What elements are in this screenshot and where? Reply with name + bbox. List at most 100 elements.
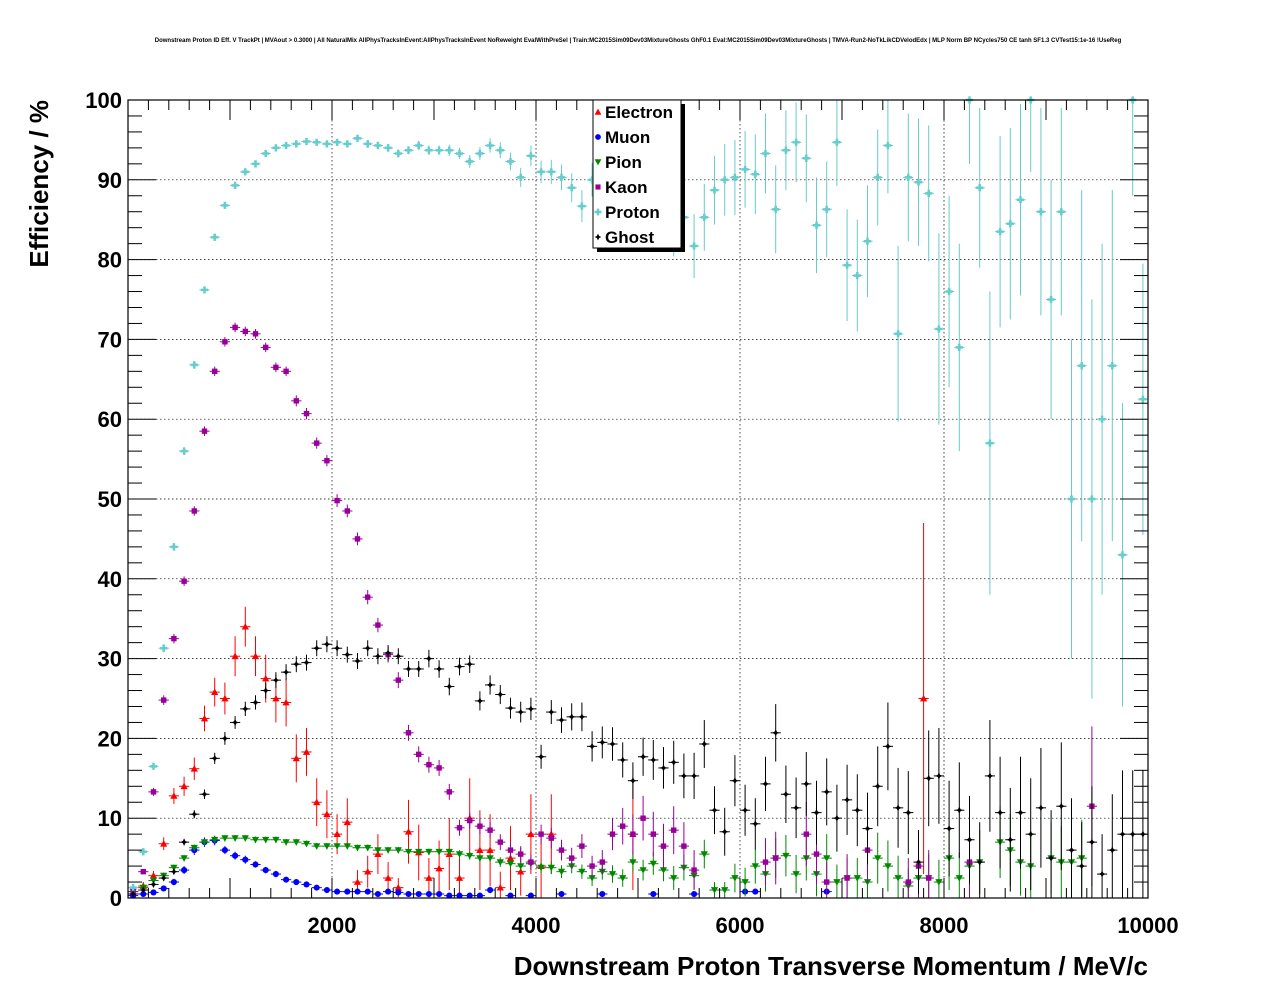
data-point <box>232 324 238 331</box>
data-point <box>813 851 820 857</box>
data-point <box>273 364 279 371</box>
data-point <box>773 855 779 861</box>
data-point <box>466 157 474 166</box>
data-point <box>200 839 209 846</box>
data-point <box>395 677 401 683</box>
data-point <box>272 676 280 684</box>
data-point <box>1006 836 1014 844</box>
data-point <box>426 762 432 768</box>
data-point <box>506 860 515 868</box>
data-point <box>496 690 504 699</box>
data-point <box>914 858 923 866</box>
legend-label: Ghost <box>605 228 654 247</box>
data-point <box>588 742 596 750</box>
data-point <box>812 809 821 817</box>
legend-marker <box>594 208 602 216</box>
data-point <box>486 681 494 689</box>
data-point <box>772 729 780 737</box>
data-point <box>394 652 402 660</box>
data-point <box>221 835 229 842</box>
data-point <box>680 772 688 780</box>
data-point <box>986 772 994 780</box>
data-point <box>251 160 260 168</box>
data-point <box>170 878 177 886</box>
legend-label: Muon <box>605 128 650 147</box>
data-point <box>741 165 749 174</box>
data-point <box>568 184 576 192</box>
data-point <box>313 843 321 850</box>
data-point <box>292 839 300 846</box>
data-point <box>650 890 657 898</box>
data-point <box>986 439 994 447</box>
data-point <box>639 867 647 874</box>
legend-label: Proton <box>605 203 660 222</box>
data-point <box>914 178 923 186</box>
data-point <box>557 868 566 876</box>
data-point <box>1078 362 1086 370</box>
legend-label: Electron <box>605 103 673 122</box>
data-point <box>935 325 943 333</box>
data-point <box>528 859 534 865</box>
data-point <box>506 704 515 712</box>
data-point <box>863 879 872 886</box>
legend-marker <box>594 233 602 241</box>
data-point <box>180 782 188 790</box>
data-point <box>823 205 831 213</box>
data-point <box>425 655 433 663</box>
data-point <box>506 157 515 166</box>
data-point <box>446 892 453 899</box>
data-point <box>833 138 841 146</box>
data-point <box>313 798 321 806</box>
data-point <box>486 141 494 150</box>
data-point <box>844 875 850 881</box>
data-point <box>599 890 606 898</box>
data-point <box>435 665 443 673</box>
data-point <box>945 287 953 296</box>
y-tick-label: 10 <box>98 806 122 831</box>
data-point <box>293 878 300 886</box>
data-point <box>1139 395 1147 403</box>
data-point <box>619 875 627 882</box>
data-point <box>252 331 259 337</box>
data-point <box>803 831 809 837</box>
data-point <box>242 856 249 863</box>
data-point <box>415 141 423 150</box>
data-point <box>517 868 525 875</box>
data-point <box>710 186 719 194</box>
data-point <box>405 890 412 898</box>
data-point <box>139 848 147 856</box>
data-point <box>455 149 464 158</box>
data-point <box>741 879 749 886</box>
data-point <box>1118 551 1127 559</box>
data-point <box>262 686 270 695</box>
data-point <box>874 173 882 182</box>
data-point <box>507 847 514 853</box>
data-point <box>538 831 544 837</box>
data-point <box>139 886 147 894</box>
data-point <box>170 868 178 876</box>
data-point <box>619 756 627 764</box>
data-point <box>517 173 525 182</box>
data-point <box>629 859 637 866</box>
data-point <box>843 261 851 269</box>
data-point <box>150 889 157 896</box>
data-point <box>375 622 381 628</box>
data-point <box>1088 495 1096 503</box>
data-point <box>241 835 249 842</box>
data-point <box>527 705 535 713</box>
data-point <box>231 718 239 727</box>
data-point <box>354 536 361 542</box>
data-point <box>343 818 351 826</box>
data-point <box>792 804 800 812</box>
data-point <box>1037 208 1045 216</box>
data-point <box>191 508 197 514</box>
data-point <box>496 884 504 891</box>
data-point <box>589 863 595 869</box>
data-point <box>404 665 413 673</box>
data-point <box>1047 295 1055 304</box>
data-point <box>314 440 320 446</box>
data-point <box>486 855 494 862</box>
data-point <box>445 146 453 154</box>
data-point <box>588 176 596 184</box>
data-point <box>200 714 209 722</box>
